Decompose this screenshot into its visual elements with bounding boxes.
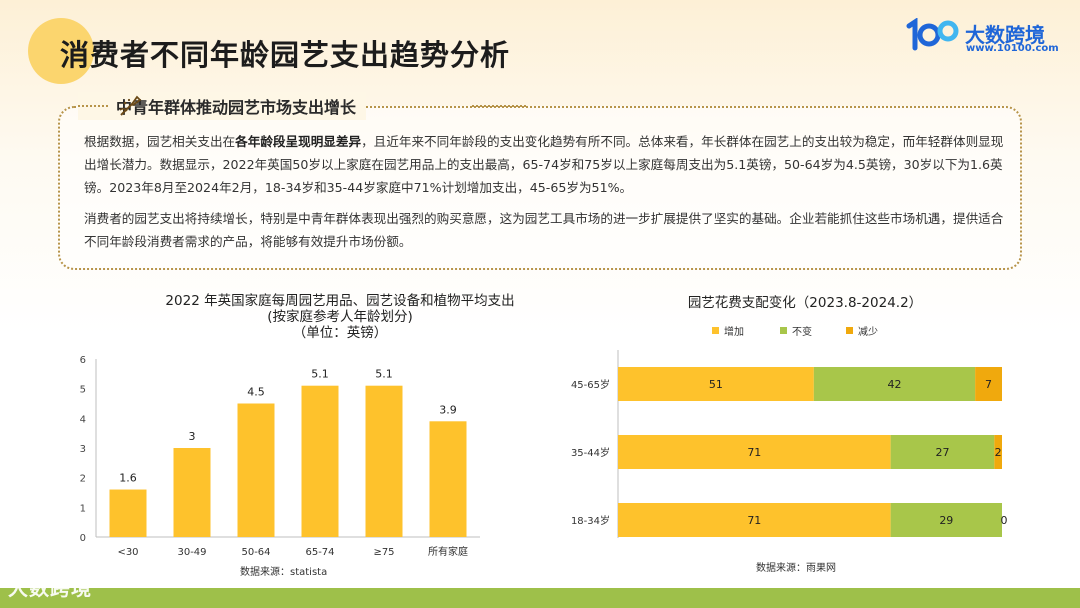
paragraph-2: 消费者的园艺支出将持续增长，特别是中青年群体表现出强烈的购买意愿，这为园艺工具市… <box>84 211 1004 249</box>
category-label: 45-65岁 <box>571 378 610 391</box>
bar <box>237 403 275 537</box>
bar-chart-unit: （单位：英镑） <box>292 325 388 341</box>
stacked-chart-title: 园艺花费支配变化（2023.8-2024.2） <box>687 295 923 311</box>
x-tick-label: 30-49 <box>177 547 206 558</box>
para1-text-a: 根据数据，园艺相关支出在 <box>84 134 236 149</box>
legend-swatch <box>712 327 719 334</box>
segment-data-label: 29 <box>939 514 953 527</box>
stacked-segment <box>813 367 976 401</box>
para1-text-b: ，且近年来不同年龄段的支出变化趋势有所不同。总体来看，年长群体在园艺上的支出较为… <box>84 134 1004 195</box>
dotted-rule-right <box>472 105 526 107</box>
garden-shovel-icon <box>119 95 142 116</box>
stacked-segment <box>890 435 995 469</box>
bar <box>109 489 147 537</box>
x-tick-label: <30 <box>117 547 138 558</box>
dotted-rule-left <box>78 105 108 107</box>
segment-data-label: 27 <box>935 446 949 459</box>
watermark: 大数跨境 <box>8 576 92 600</box>
segment-data-label: 51 <box>709 378 723 391</box>
bar-chart-title: 2022 年英国家庭每周园艺用品、园艺设备和植物平均支出 <box>165 293 515 309</box>
segment-data-label: 71 <box>747 514 761 527</box>
segment-data-label: 2 <box>995 446 1002 459</box>
bottom-band <box>0 588 1080 608</box>
legend-label: 不变 <box>792 325 812 338</box>
bar-data-label: 5.1 <box>375 368 393 381</box>
legend-label: 减少 <box>858 326 878 338</box>
bar-data-label: 4.5 <box>247 386 265 399</box>
section-title: 中青年群体推动园艺市场支出增长 <box>116 98 357 117</box>
segment-data-label: 71 <box>747 446 761 459</box>
bar-data-label: 5.1 <box>311 368 329 381</box>
category-label: 18-34岁 <box>571 514 610 527</box>
x-tick-label: ≥75 <box>373 547 394 558</box>
bar-chart-subtitle: (按家庭参考人年龄划分) <box>267 309 413 325</box>
y-tick-label: 4 <box>80 414 86 425</box>
y-tick-label: 0 <box>80 533 86 544</box>
stacked-segment <box>994 435 1002 469</box>
decorative-circle <box>28 18 94 84</box>
y-tick-label: 5 <box>80 385 86 396</box>
stacked-segment <box>618 367 814 401</box>
y-tick-label: 3 <box>80 444 86 455</box>
logo-mark-icon <box>906 18 959 51</box>
y-tick-label: 2 <box>80 474 86 485</box>
category-label: 35-44岁 <box>571 446 610 459</box>
y-tick-label: 6 <box>80 355 86 366</box>
bar-data-label: 3.9 <box>439 403 457 416</box>
bar-data-label: 1.6 <box>119 472 137 485</box>
bar-chart: 0 1 2 3 4 5 6 1.6 <30 3 30-49 4.5 50-64 5.1 65-74 5.1 ≥7… <box>80 355 480 558</box>
summary-box <box>58 106 1022 270</box>
bar-chart-title-block: 2022 年英国家庭每周园艺用品、园艺设备和植物平均支出 (按家庭参考人年龄划分… <box>60 293 620 341</box>
brand-url: www.10100.com <box>966 43 1059 54</box>
brand-name: 大数跨境 <box>965 23 1045 47</box>
y-tick-label: 1 <box>80 503 86 514</box>
legend-label: 增加 <box>724 325 744 338</box>
stacked-segment <box>618 503 891 537</box>
bar-data-label: 3 <box>189 430 196 443</box>
page-title: 消费者不同年龄园艺支出趋势分析 <box>60 38 511 72</box>
segment-data-label: 42 <box>887 378 901 391</box>
bar <box>173 448 211 537</box>
x-tick-label: 所有家庭 <box>428 545 468 558</box>
stacked-segment <box>890 503 1002 537</box>
stacked-segment <box>618 435 891 469</box>
legend-swatch <box>780 327 787 334</box>
stacked-bar-chart: 增加 不变 减少 45-65岁 51 42 7 35-44岁 71 27 2 18-34岁 71 29 0 <box>571 325 1008 538</box>
paragraph-1: 根据数据，园艺相关支出在各年龄段呈现明显差异，且近年来不同年龄段的支出变化趋势有… <box>84 130 1004 199</box>
section-header: 中青年群体推动园艺市场支出增长 <box>78 92 526 120</box>
segment-data-label: 0 <box>1001 514 1008 527</box>
stacked-chart-source: 数据来源：雨果网 <box>756 563 836 574</box>
bar <box>301 385 339 537</box>
legend-swatch <box>846 327 853 334</box>
x-tick-label: 65-74 <box>305 547 334 558</box>
bar-chart-source: 数据来源：statista <box>240 567 328 578</box>
para1-bold-text: 各年龄段呈现明显差异 <box>235 134 362 149</box>
bar <box>429 421 467 537</box>
bar <box>365 385 403 537</box>
segment-data-label: 7 <box>985 378 992 391</box>
x-tick-label: 50-64 <box>241 547 270 558</box>
brand-logo[interactable]: 大数跨境 www.10100.com <box>905 16 1065 56</box>
stacked-segment <box>975 367 1002 401</box>
